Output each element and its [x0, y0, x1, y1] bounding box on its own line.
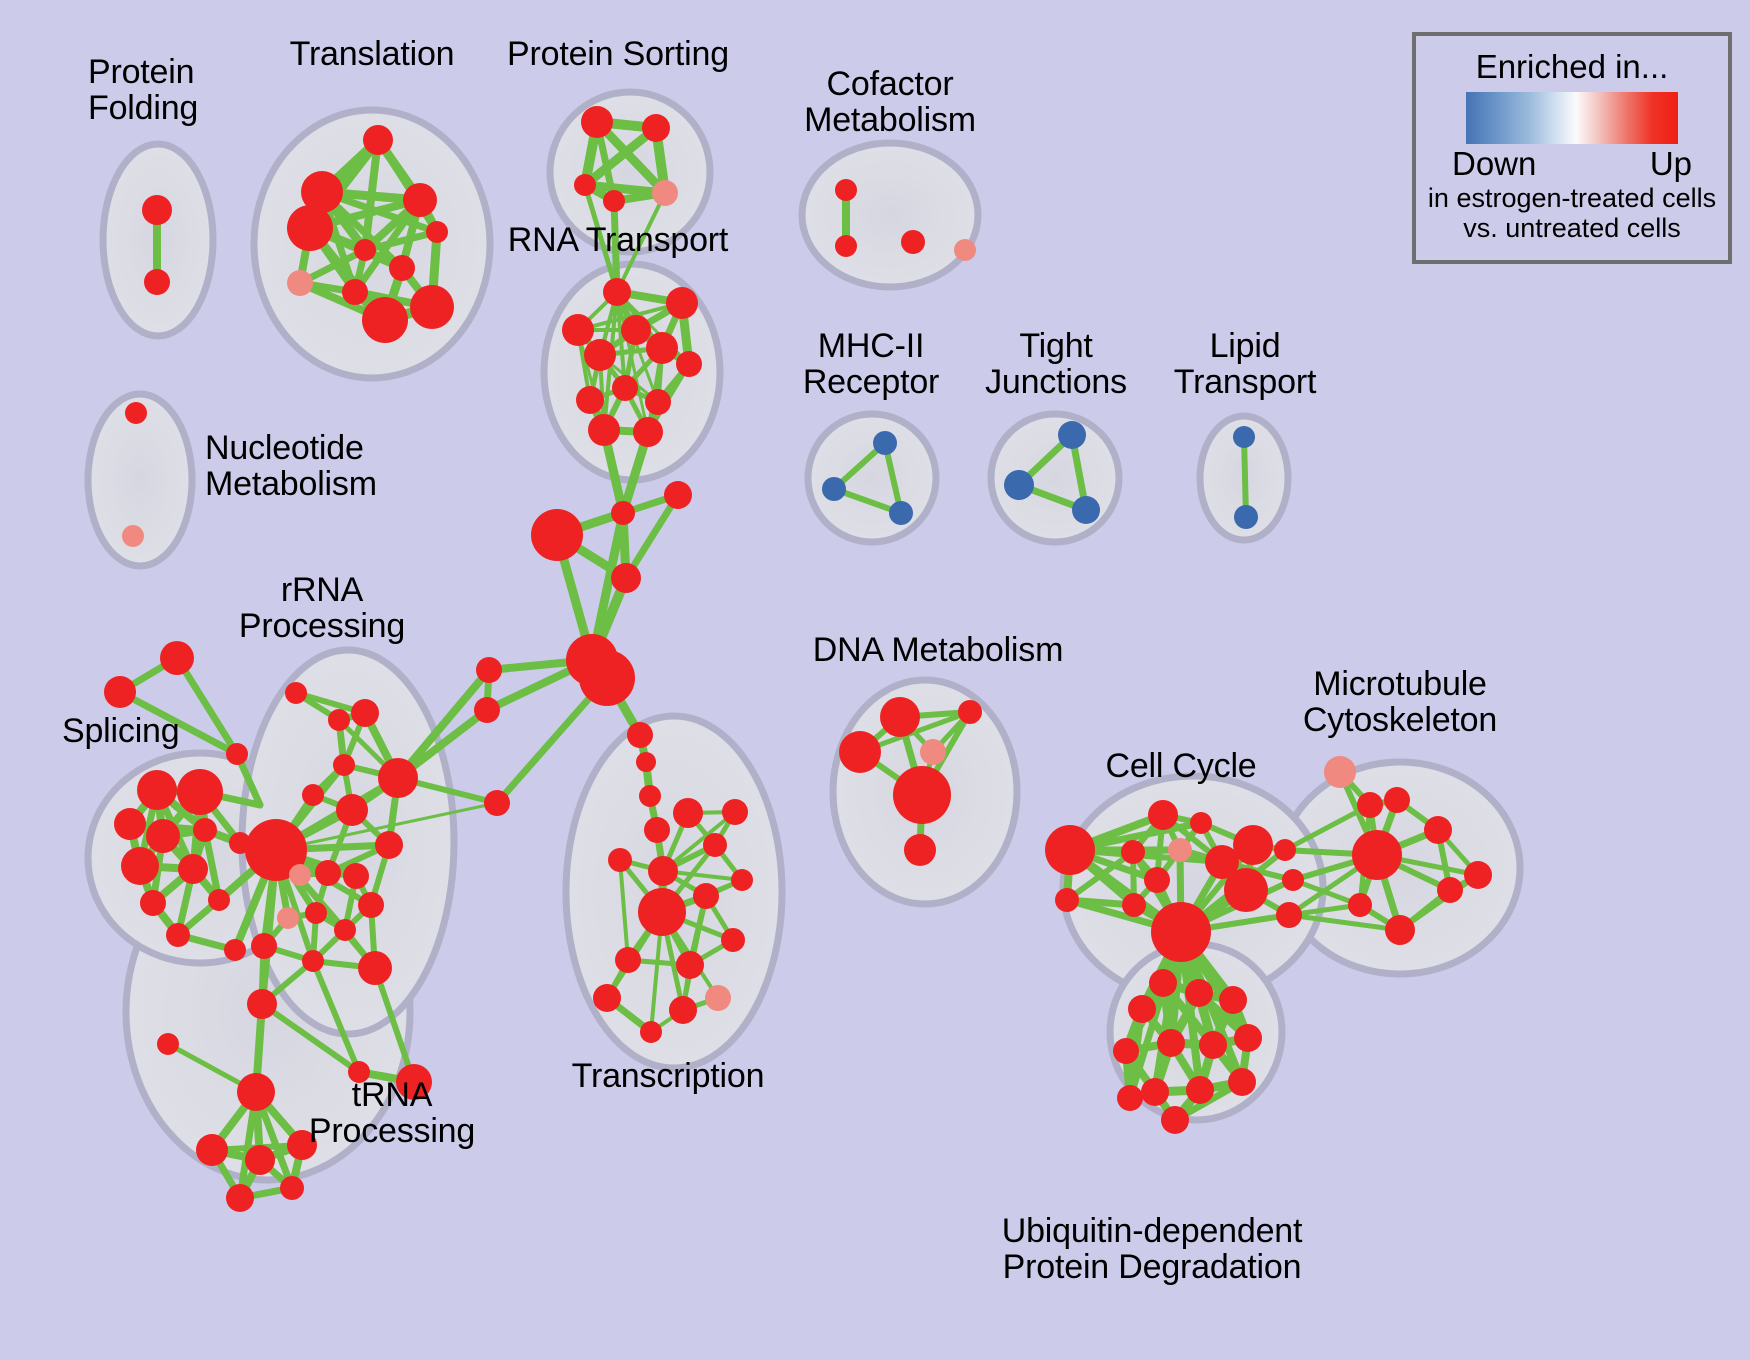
nodes-protein-sorting	[574, 106, 678, 212]
nodes-translation	[287, 125, 454, 343]
legend-panel: Enriched in... Down Up in estrogen-treat…	[1412, 32, 1732, 264]
legend-caption-line-1: in estrogen-treated cells	[1427, 183, 1717, 213]
cluster-label-microtubule-cytoskeleton: Microtubule Cytoskeleton	[1302, 665, 1498, 740]
cluster-label-tight-junctions: Tight Junctions	[985, 327, 1127, 402]
nodes-microtubule-cytoskeleton	[1324, 756, 1492, 945]
legend-high-label: Up	[1649, 145, 1692, 182]
nodes-dna-metabolism	[839, 697, 982, 866]
nodes-transcription	[593, 798, 753, 1043]
cluster-label-lipid-transport: Lipid Transport	[1173, 327, 1317, 402]
cluster-label-nucleotide-metabolism: Nucleotide Metabolism	[205, 429, 377, 504]
legend-caption-line-2: vs. untreated cells	[1463, 213, 1681, 244]
cluster-label-transcription: Transcription	[571, 1057, 765, 1095]
legend-title: Enriched in...	[1475, 48, 1669, 85]
cluster-label-cofactor-metabolism: Cofactor Metabolism	[804, 65, 976, 140]
cluster-label-trna-processing: tRNA Processing	[308, 1076, 476, 1151]
nodes-protein-folding	[142, 195, 172, 295]
nodes-lipid-transport	[1233, 426, 1258, 529]
cluster-label-protein-sorting: Protein Sorting	[507, 35, 729, 73]
legend-color-gradient-bar	[1466, 92, 1678, 144]
cluster-blob-nucleotide-metabolism	[84, 390, 196, 570]
cluster-blob-cofactor-metabolism	[798, 139, 982, 291]
edges-lipid-transport	[1241, 434, 1249, 520]
cluster-label-rna-transport: RNA Transport	[507, 221, 729, 259]
cluster-label-mhc-ii-receptor: MHC-II Receptor	[802, 327, 940, 402]
cluster-label-splicing: Splicing	[62, 712, 180, 750]
legend-low-label: Down	[1452, 145, 1537, 182]
network-nodes	[104, 106, 1492, 1212]
edges-sorting-to-transport	[582, 182, 667, 296]
cluster-label-ubiquitin-degradation: Ubiquitin-dependent Protein Degradation	[1001, 1212, 1303, 1287]
cluster-blob-mhc-ii-receptor	[804, 410, 940, 546]
cluster-label-dna-metabolism: DNA Metabolism	[812, 631, 1064, 669]
cluster-label-translation: Translation	[289, 35, 455, 73]
nodes-rrna-processing	[245, 682, 432, 1100]
nodes-mhc-ii-receptor	[822, 431, 913, 525]
nodes-ubiquitin-degradation	[1113, 902, 1262, 1134]
nodes-cell-cycle	[1045, 800, 1304, 928]
cluster-label-rrna-processing: rRNA Processing	[238, 571, 406, 646]
nodes-splicing-outer	[104, 641, 248, 765]
nodes-cofactor-metabolism	[835, 179, 976, 261]
legend-endpoint-labels: Down Up	[1446, 145, 1698, 183]
nodes-rna-transport	[562, 278, 702, 447]
nodes-nucleotide-metabolism	[122, 402, 147, 547]
cluster-label-cell-cycle: Cell Cycle	[1105, 747, 1257, 785]
cluster-label-protein-folding: Protein Folding	[88, 53, 199, 128]
nodes-trna-processing	[157, 989, 317, 1212]
nodes-tight-junctions	[1004, 421, 1100, 524]
nodes-central-spine	[474, 481, 692, 843]
